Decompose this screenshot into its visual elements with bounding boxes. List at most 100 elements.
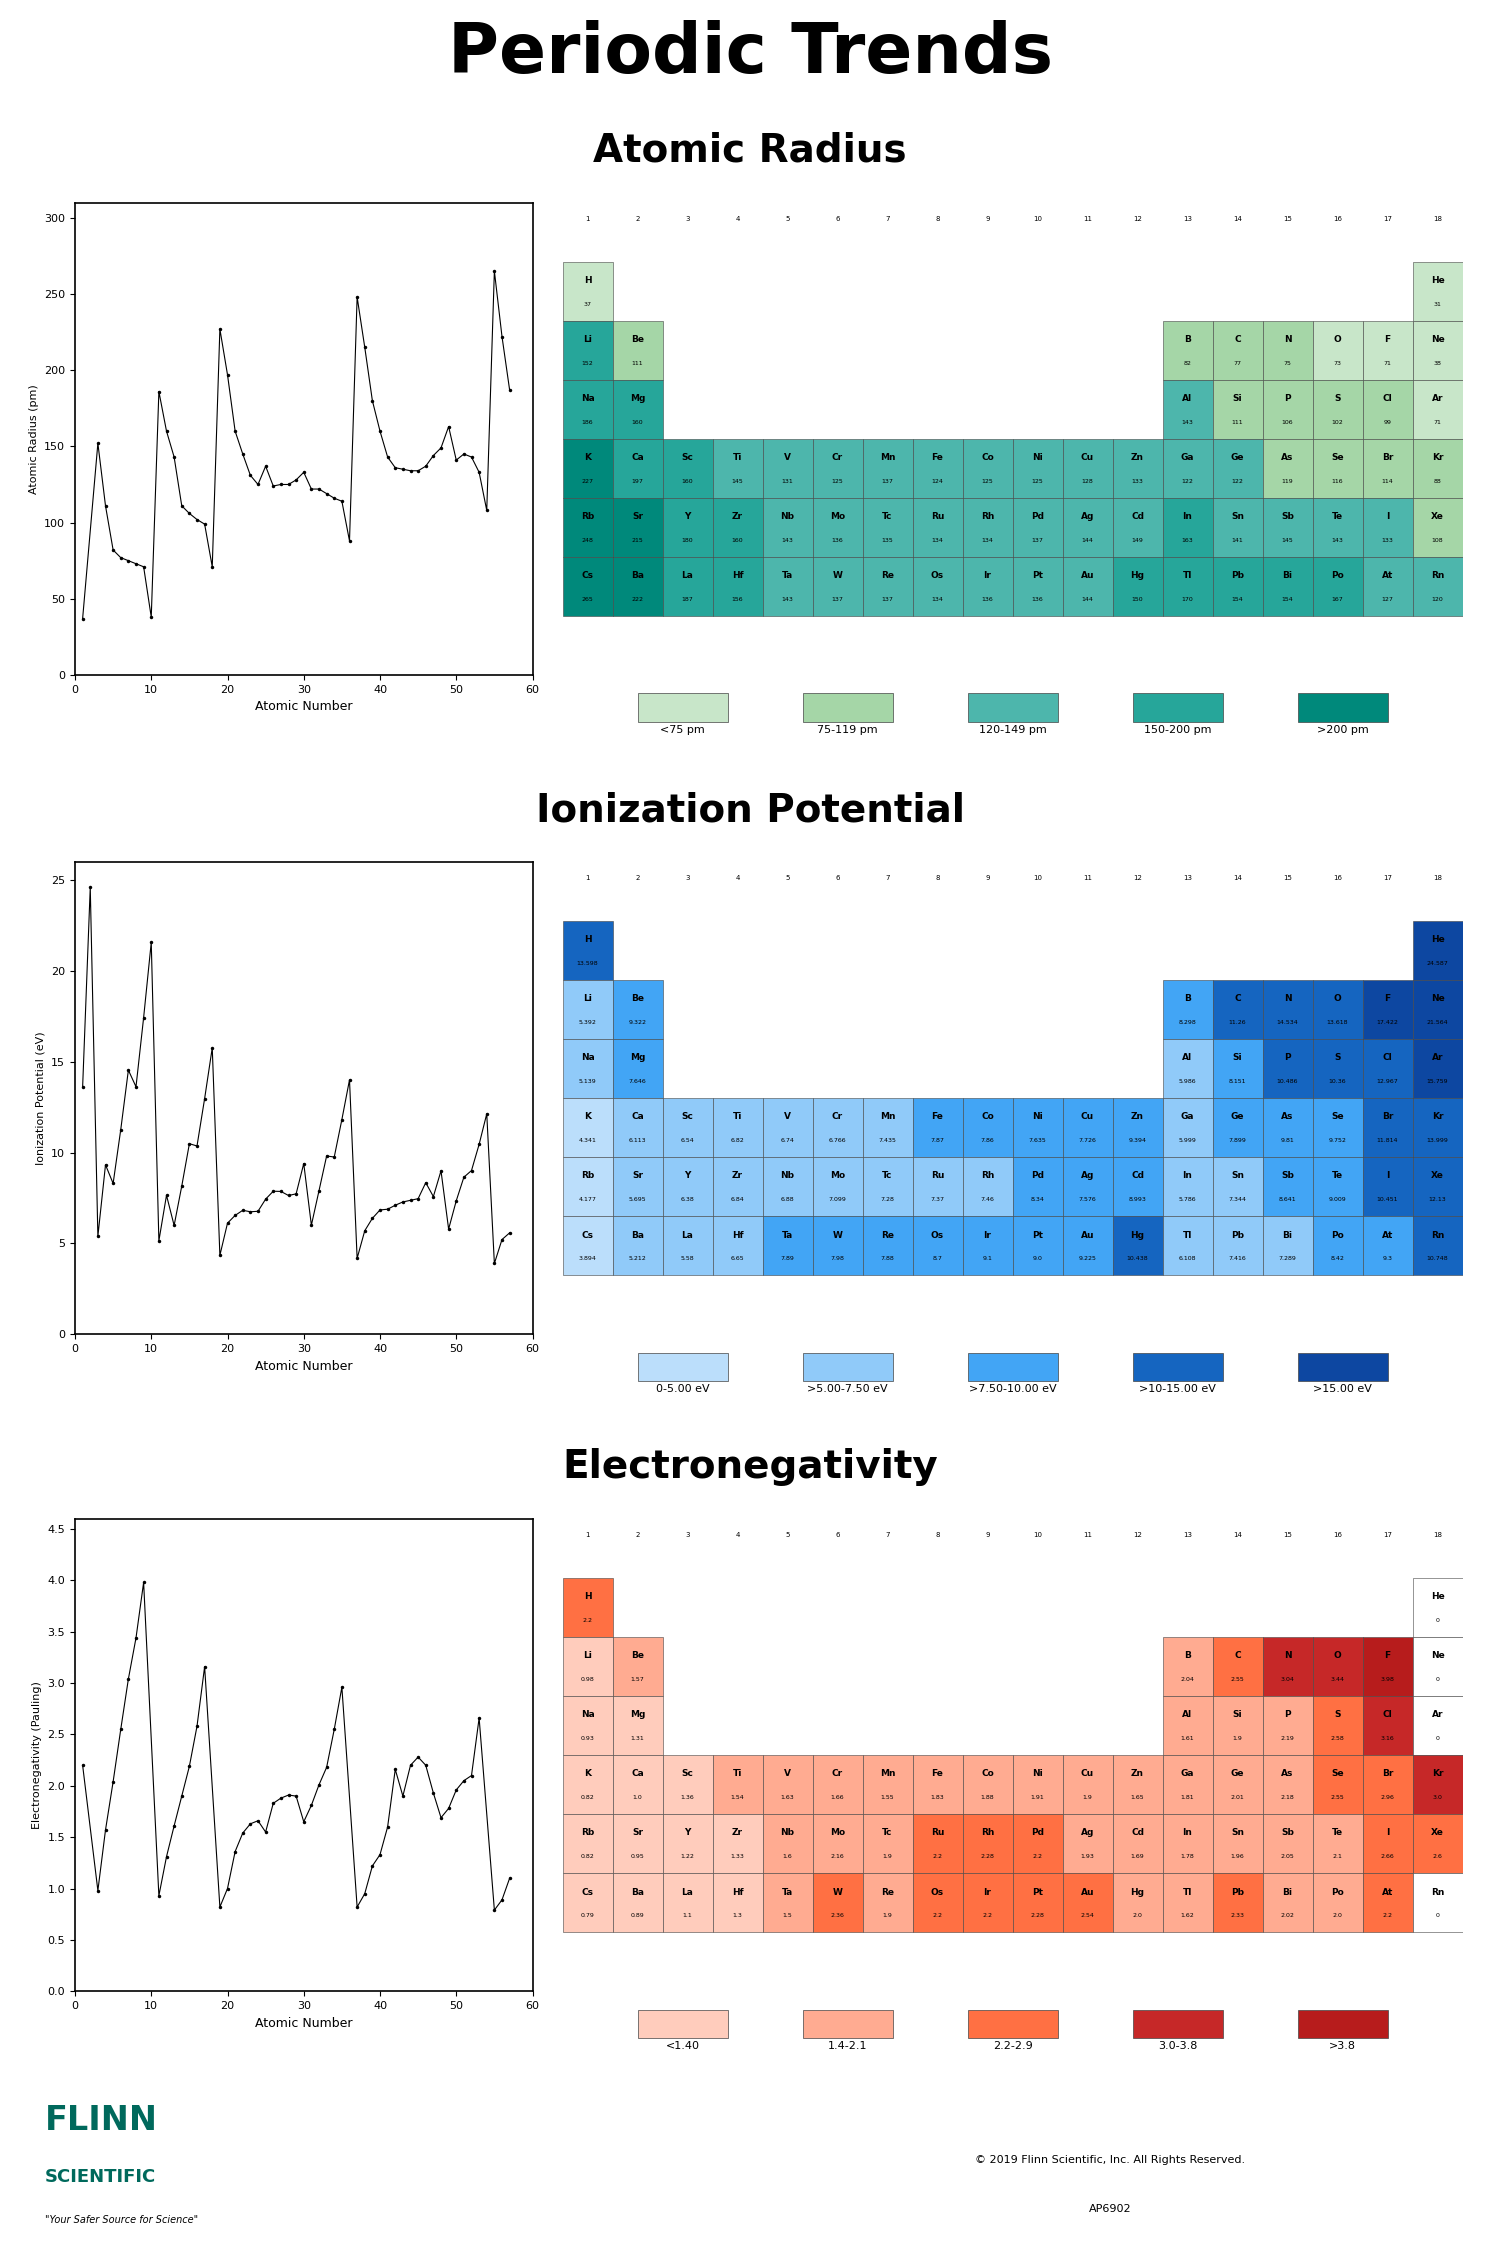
Text: 2.02: 2.02 [1281,1912,1294,1919]
Bar [1062,1814,1113,1872]
Text: 7.646: 7.646 [628,1080,646,1084]
Bar [1362,1696,1413,1755]
Text: Bi: Bi [1282,572,1293,580]
Text: Pt: Pt [1032,1231,1042,1240]
Text: 7.37: 7.37 [930,1197,945,1202]
Text: V: V [784,1768,790,1778]
Text: 2.28: 2.28 [1030,1912,1044,1919]
Bar [1162,981,1212,1040]
Text: 2.55: 2.55 [1330,1796,1344,1800]
Text: 2.33: 2.33 [1230,1912,1245,1919]
Text: At: At [1382,572,1394,580]
Bar [802,693,892,722]
Text: Y: Y [684,513,690,522]
Bar [1312,556,1362,616]
Text: 2.54: 2.54 [1080,1912,1095,1919]
Text: Tc: Tc [882,1829,892,1838]
Text: 5: 5 [786,1532,789,1539]
Text: 5.786: 5.786 [1179,1197,1197,1202]
Text: 116: 116 [1332,479,1344,484]
Bar [813,1156,862,1215]
Bar [612,1696,663,1755]
Text: 6: 6 [836,216,840,223]
Text: 7.46: 7.46 [981,1197,994,1202]
Text: 0: 0 [1436,1912,1440,1919]
Text: Periodic Trends: Periodic Trends [447,20,1053,88]
Bar [1362,1872,1413,1933]
Text: 82: 82 [1184,360,1191,367]
Text: C: C [1234,335,1240,344]
Text: Au: Au [1080,1231,1094,1240]
Text: Fe: Fe [932,1112,944,1120]
Bar [612,1755,663,1814]
Text: Ba: Ba [632,1231,644,1240]
Text: 2.2: 2.2 [1383,1912,1392,1919]
Bar [612,1638,663,1696]
Text: Na: Na [580,394,594,403]
Text: Cr: Cr [833,452,843,461]
Bar [612,322,663,380]
Text: FLINN: FLINN [45,2104,158,2138]
Bar [1062,1156,1113,1215]
Bar [663,1098,712,1156]
Text: La: La [681,1231,693,1240]
Text: 13: 13 [1184,216,1192,223]
Text: 31: 31 [1434,302,1442,306]
Text: 114: 114 [1382,479,1394,484]
Bar [612,497,663,556]
Text: Be: Be [632,1652,644,1660]
Text: 9.394: 9.394 [1128,1138,1146,1143]
Text: Hg: Hg [1131,572,1144,580]
Bar [1062,1098,1113,1156]
Text: B: B [1184,994,1191,1004]
Bar [1362,1215,1413,1276]
Text: 11: 11 [1083,875,1092,882]
Bar [762,1156,813,1215]
Bar [562,1638,612,1696]
Bar [612,981,663,1040]
Bar [612,1156,663,1215]
Text: 1.36: 1.36 [681,1796,694,1800]
Bar [862,1872,912,1933]
Text: Rh: Rh [981,1829,994,1838]
Bar [1062,556,1113,616]
Text: 180: 180 [681,538,693,542]
Text: 1.9: 1.9 [1233,1737,1242,1742]
Bar [1212,322,1263,380]
Bar [1312,439,1362,497]
Text: 7.435: 7.435 [879,1138,897,1143]
Text: 3: 3 [686,216,690,223]
Text: 21.564: 21.564 [1426,1019,1449,1026]
Text: 6.54: 6.54 [681,1138,694,1143]
Text: Hf: Hf [732,572,744,580]
Text: 1.22: 1.22 [681,1854,694,1858]
Bar [1113,439,1162,497]
Bar [712,1872,762,1933]
Text: Au: Au [1080,1888,1094,1897]
Bar [963,1215,1012,1276]
Bar [1113,1156,1162,1215]
Text: 71: 71 [1434,421,1442,425]
Bar [963,1755,1012,1814]
Text: Cs: Cs [582,1231,594,1240]
Text: 119: 119 [1281,479,1293,484]
Text: 6: 6 [836,1532,840,1539]
Bar [1312,1814,1362,1872]
Bar [562,981,612,1040]
Bar [1013,1156,1062,1215]
Bar [612,439,663,497]
Text: 1.96: 1.96 [1230,1854,1245,1858]
Text: Rn: Rn [1431,1231,1444,1240]
Text: Y: Y [684,1172,690,1181]
Text: Ga: Ga [1180,1112,1194,1120]
Bar [1413,439,1462,497]
Bar [562,1040,612,1098]
Text: In: In [1182,1829,1192,1838]
Text: 1.9: 1.9 [882,1854,892,1858]
Text: 14: 14 [1233,216,1242,223]
Bar [1212,1215,1263,1276]
Text: 3.44: 3.44 [1330,1676,1344,1683]
Text: 3.0-3.8: 3.0-3.8 [1158,2041,1197,2052]
Text: 7.635: 7.635 [1029,1138,1047,1143]
Bar [1312,1872,1362,1933]
